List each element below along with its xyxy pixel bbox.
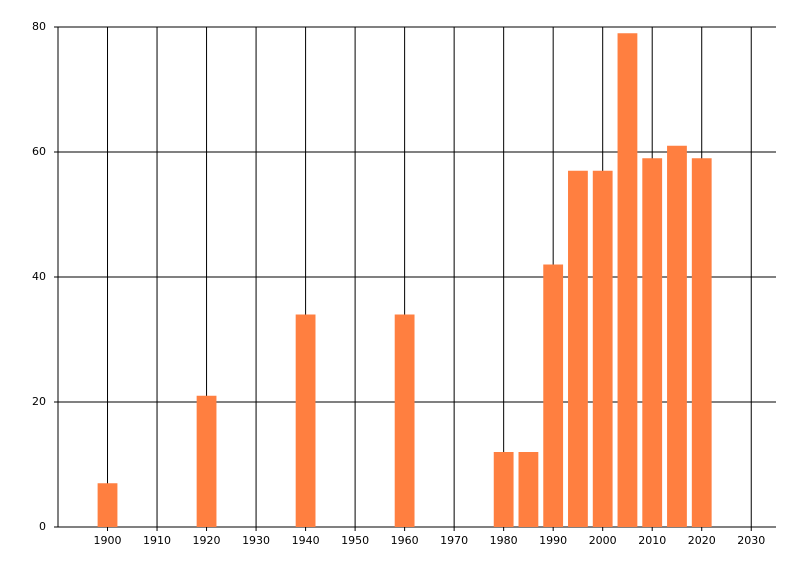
x-tick-label: 1960 bbox=[391, 534, 419, 547]
bar bbox=[394, 314, 415, 527]
bar bbox=[617, 33, 638, 527]
x-tick-label: 2030 bbox=[737, 534, 765, 547]
bar bbox=[667, 145, 687, 527]
bar bbox=[543, 264, 564, 527]
x-tick-label: 1920 bbox=[193, 534, 221, 547]
x-tick-label: 1980 bbox=[490, 534, 518, 547]
x-tick-label: 1990 bbox=[539, 534, 567, 547]
x-tick-label: 2020 bbox=[688, 534, 716, 547]
bar bbox=[568, 170, 588, 527]
y-tick-label: 20 bbox=[32, 395, 46, 408]
y-tick-label: 0 bbox=[39, 520, 46, 533]
y-tick-label: 80 bbox=[32, 20, 46, 33]
bar bbox=[691, 158, 712, 527]
bar bbox=[97, 483, 118, 527]
x-tick-label: 1930 bbox=[242, 534, 270, 547]
x-tick-label: 2000 bbox=[589, 534, 617, 547]
y-tick-label: 60 bbox=[32, 145, 46, 158]
x-tick-label: 1910 bbox=[143, 534, 171, 547]
bar bbox=[295, 314, 316, 527]
bar bbox=[493, 452, 514, 527]
x-tick-label: 1950 bbox=[341, 534, 369, 547]
x-tick-label: 1940 bbox=[292, 534, 320, 547]
x-tick-label: 2010 bbox=[638, 534, 666, 547]
bar bbox=[196, 395, 217, 527]
bar bbox=[518, 452, 539, 527]
bar bbox=[642, 158, 663, 527]
bar bbox=[592, 170, 613, 527]
x-tick-label: 1970 bbox=[440, 534, 468, 547]
x-tick-label: 1900 bbox=[94, 534, 122, 547]
y-tick-label: 40 bbox=[32, 270, 46, 283]
